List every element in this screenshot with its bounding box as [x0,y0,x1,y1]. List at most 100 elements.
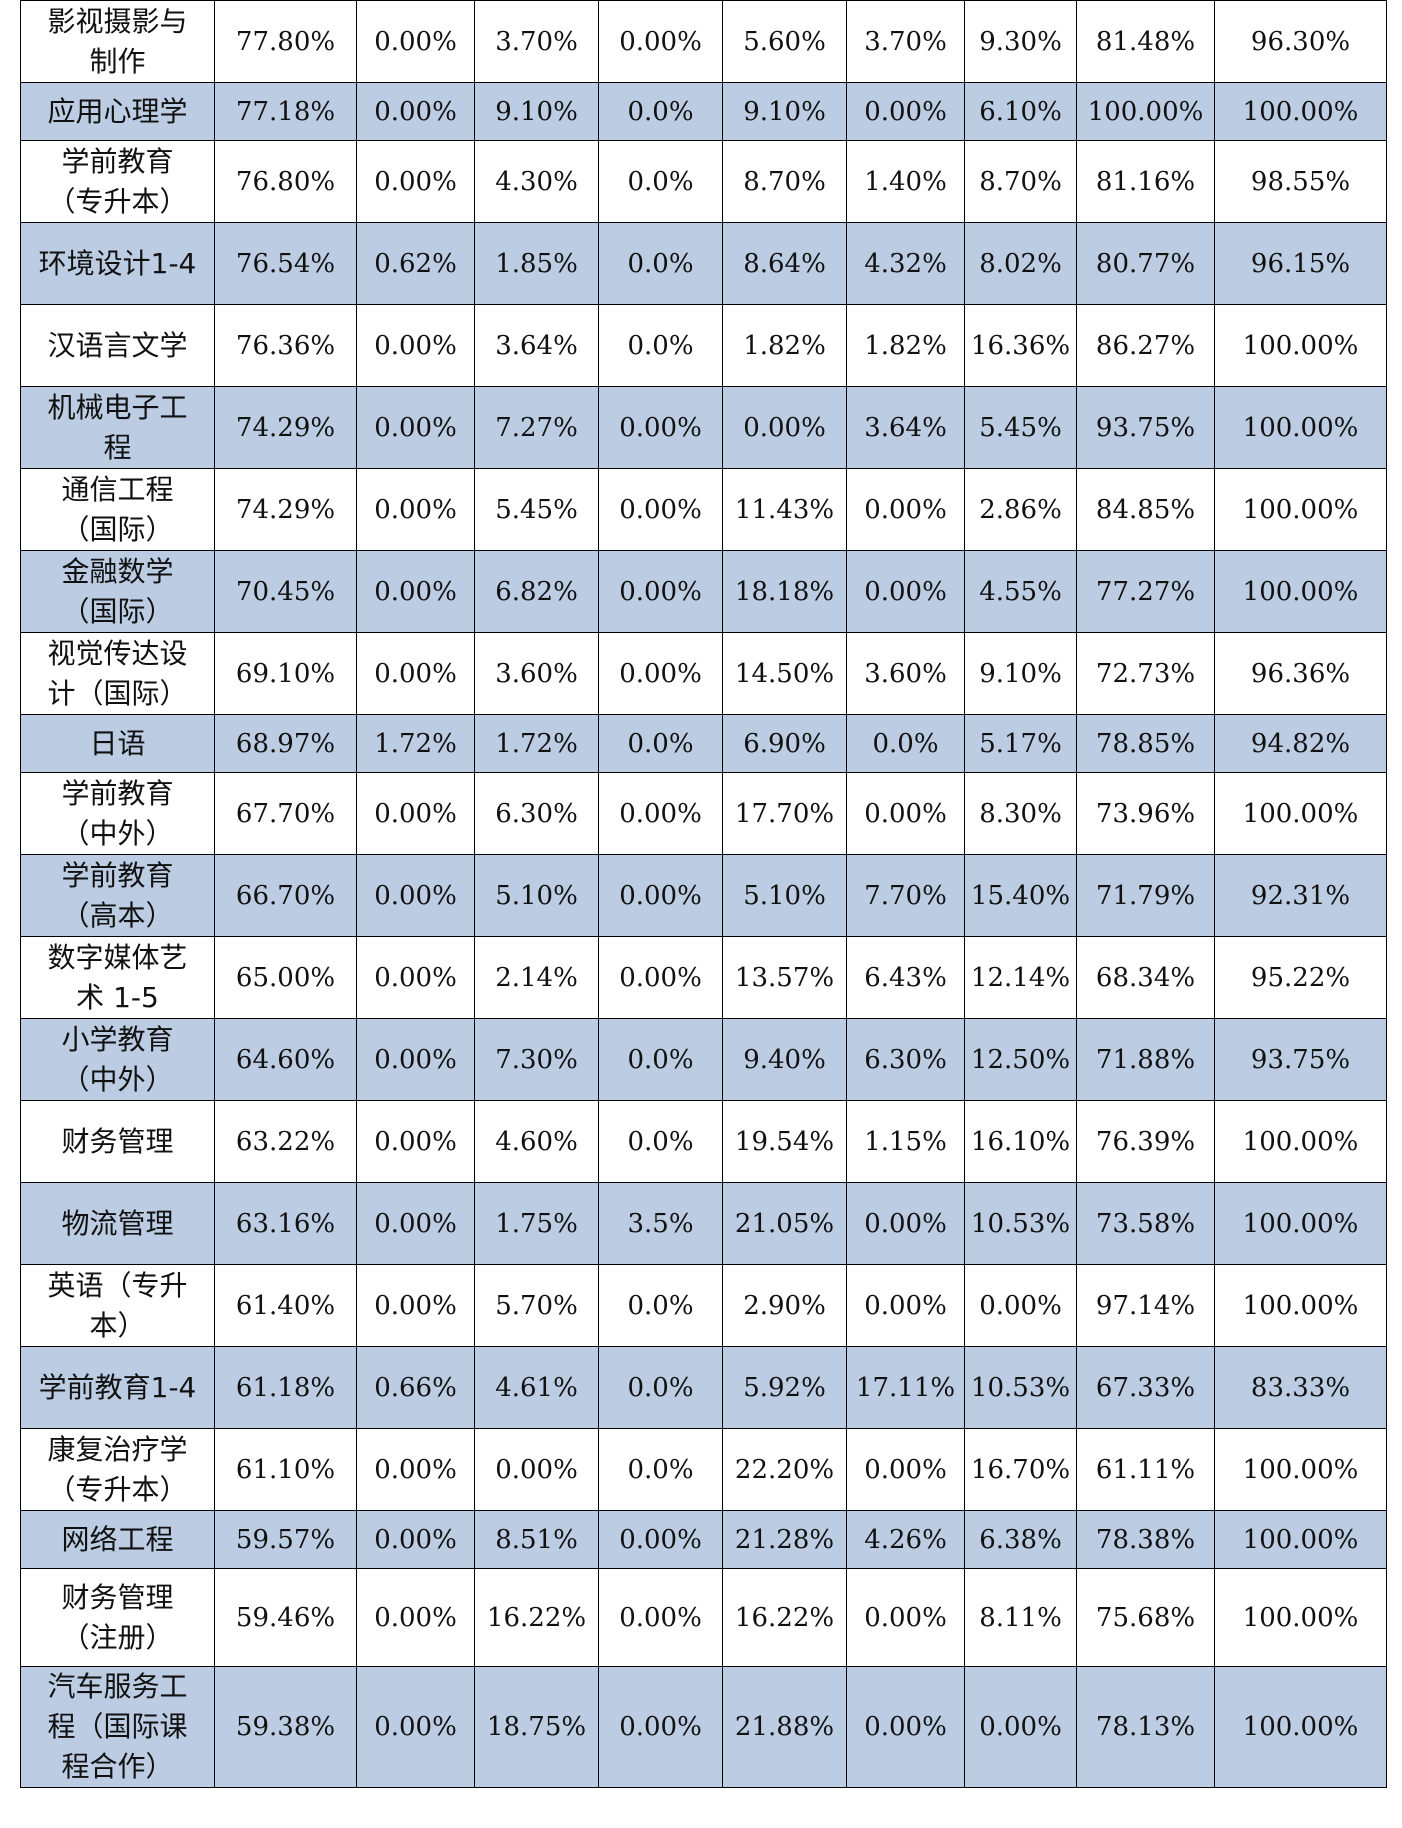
rate-cell: 0.00% [846,1666,965,1788]
rate-cell: 16.22% [474,1568,599,1667]
rate-cell: 61.11% [1076,1428,1215,1511]
rate-cell: 15.40% [964,854,1077,937]
rate-cell: 0.00% [356,936,475,1019]
rate-cell: 0.0% [598,222,723,305]
rate-cell: 0.0% [598,1428,723,1511]
table-row: 财务管理 63.22% 0.00% 4.60% 0.0% 19.54% 1.15% 16.10… [20,1100,1387,1183]
rate-cell: 2.90% [722,1264,847,1347]
rate-cell: 0.00% [356,632,475,715]
rate-cell: 16.70% [964,1428,1077,1511]
rate-cell: 3.70% [846,0,965,83]
rate-cell: 78.38% [1076,1510,1215,1569]
rate-cell: 5.70% [474,1264,599,1347]
rate-cell: 10.53% [964,1182,1077,1265]
table-row: 康复治疗学（专升本） 61.10% 0.00% 0.00% 0.0% 22.20% 0.00… [20,1428,1387,1511]
rate-cell: 77.80% [214,0,357,83]
rate-cell: 3.60% [474,632,599,715]
rate-cell: 75.68% [1076,1568,1215,1667]
rate-cell: 67.70% [214,772,357,855]
rate-cell: 0.00% [356,854,475,937]
rate-cell: 4.55% [964,550,1077,633]
rate-cell: 2.14% [474,936,599,1019]
major-name-cell: 汽车服务工程（国际课程合作） [20,1666,215,1788]
rate-cell: 0.00% [598,386,723,469]
rate-cell: 71.79% [1076,854,1215,937]
major-name-cell: 财务管理 [20,1100,215,1183]
major-name-cell: 应用心理学 [20,82,215,141]
employment-rate-table: 影视摄影与制作 77.80% 0.00% 3.70% 0.00% 5.60% 3.70% 9.… [20,0,1387,1788]
rate-cell: 100.00% [1214,1428,1387,1511]
rate-cell: 0.00% [356,0,475,83]
rate-cell: 5.92% [722,1346,847,1429]
rate-cell: 8.64% [722,222,847,305]
rate-cell: 0.00% [846,82,965,141]
rate-cell: 0.00% [722,386,847,469]
rate-cell: 100.00% [1214,1182,1387,1265]
rate-cell: 100.00% [1214,304,1387,387]
rate-cell: 61.40% [214,1264,357,1347]
rate-cell: 1.40% [846,140,965,223]
rate-cell: 18.75% [474,1666,599,1788]
rate-cell: 0.0% [598,1264,723,1347]
table-row: 学前教育1-4 61.18% 0.66% 4.61% 0.0% 5.92% 17.11% 10… [20,1346,1387,1429]
rate-cell: 81.48% [1076,0,1215,83]
rate-cell: 74.29% [214,386,357,469]
table-row: 应用心理学 77.18% 0.00% 9.10% 0.0% 9.10% 0.00% 6.10%… [20,82,1387,141]
rate-cell: 0.00% [598,1510,723,1569]
rate-cell: 61.10% [214,1428,357,1511]
rate-cell: 97.14% [1076,1264,1215,1347]
rate-cell: 4.32% [846,222,965,305]
rate-cell: 4.26% [846,1510,965,1569]
major-name-cell: 机械电子工程 [20,386,215,469]
rate-cell: 3.70% [474,0,599,83]
table-row: 物流管理 63.16% 0.00% 1.75% 3.5% 21.05% 0.00% 10.53… [20,1182,1387,1265]
rate-cell: 65.00% [214,936,357,1019]
rate-cell: 100.00% [1214,386,1387,469]
rate-cell: 0.00% [598,1568,723,1667]
rate-cell: 0.0% [598,1346,723,1429]
rate-cell: 0.00% [846,1182,965,1265]
rate-cell: 92.31% [1214,854,1387,937]
rate-cell: 6.82% [474,550,599,633]
major-name-cell: 学前教育（中外） [20,772,215,855]
rate-cell: 16.10% [964,1100,1077,1183]
rate-cell: 16.36% [964,304,1077,387]
rate-cell: 0.00% [356,1510,475,1569]
rate-cell: 100.00% [1214,1568,1387,1667]
rate-cell: 0.00% [598,936,723,1019]
rate-cell: 5.10% [722,854,847,937]
table-row: 汉语言文学 76.36% 0.00% 3.64% 0.0% 1.82% 1.82% 16.36… [20,304,1387,387]
rate-cell: 5.17% [964,714,1077,773]
rate-cell: 3.60% [846,632,965,715]
rate-cell: 0.00% [846,550,965,633]
major-name-cell: 网络工程 [20,1510,215,1569]
rate-cell: 9.10% [964,632,1077,715]
rate-cell: 3.64% [474,304,599,387]
rate-cell: 7.27% [474,386,599,469]
rate-cell: 80.77% [1076,222,1215,305]
rate-cell: 0.00% [356,550,475,633]
major-name-cell: 日语 [20,714,215,773]
major-name-cell: 数字媒体艺术 1-5 [20,936,215,1019]
rate-cell: 63.22% [214,1100,357,1183]
rate-cell: 68.34% [1076,936,1215,1019]
rate-cell: 94.82% [1214,714,1387,773]
rate-cell: 59.57% [214,1510,357,1569]
rate-cell: 17.70% [722,772,847,855]
rate-cell: 0.00% [846,772,965,855]
rate-cell: 74.29% [214,468,357,551]
rate-cell: 6.30% [474,772,599,855]
rate-cell: 5.45% [964,386,1077,469]
rate-cell: 59.38% [214,1666,357,1788]
table-row: 环境设计1-4 76.54% 0.62% 1.85% 0.0% 8.64% 4.32% 8.0… [20,222,1387,305]
rate-cell: 21.88% [722,1666,847,1788]
major-name-cell: 通信工程（国际） [20,468,215,551]
rate-cell: 78.13% [1076,1666,1215,1788]
rate-cell: 5.45% [474,468,599,551]
rate-cell: 100.00% [1214,468,1387,551]
rate-cell: 16.22% [722,1568,847,1667]
rate-cell: 93.75% [1214,1018,1387,1101]
rate-cell: 73.58% [1076,1182,1215,1265]
rate-cell: 69.10% [214,632,357,715]
rate-cell: 73.96% [1076,772,1215,855]
